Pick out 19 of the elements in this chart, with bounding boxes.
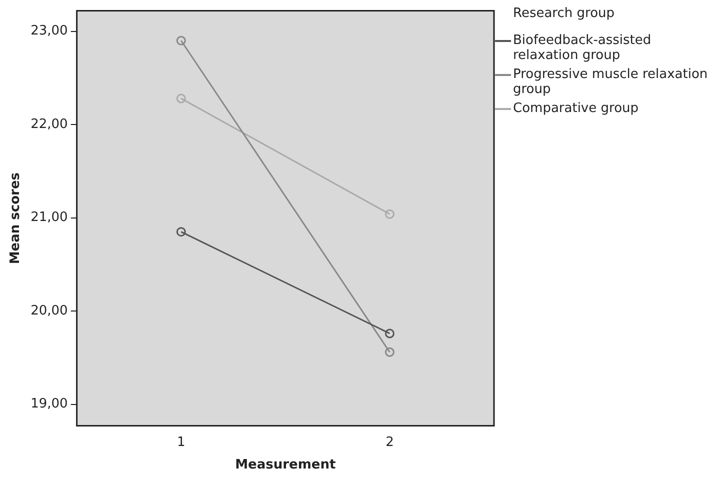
x-tick-label: 2 [386,434,394,450]
y-tick-label: 20,00 [30,303,68,318]
point [384,209,394,219]
point [176,36,186,46]
legend-label: Comparative group [513,101,639,116]
point [384,347,394,357]
point [176,227,186,237]
y-tick-label: 22,00 [30,116,68,132]
legend-label: Biofeedback-assisted relaxation group [513,33,652,63]
x-axis-title: Measurement [235,458,336,473]
legend-title: Research group [513,6,616,21]
y-tick-label: 21,00 [30,210,68,226]
y-tick-label: 19,00 [30,396,68,412]
legend-label: Progressive muscle relaxation group [513,67,709,97]
point [384,328,394,338]
x-tick-label: 1 [176,434,186,450]
y-tick-label: 23,00 [30,24,68,39]
y-axis-title: Mean scores [8,172,24,264]
point [176,94,186,104]
